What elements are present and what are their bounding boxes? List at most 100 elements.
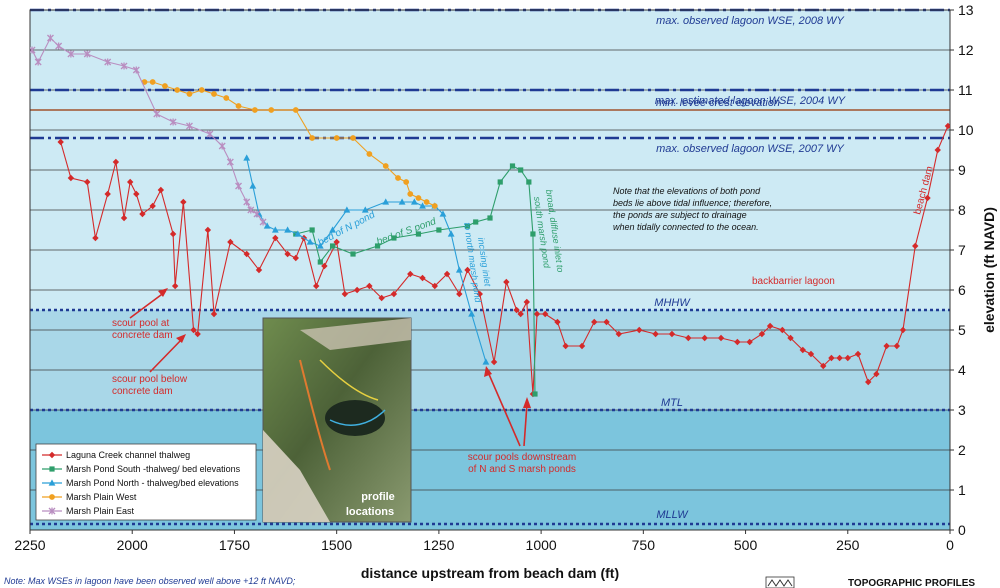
series-3-point-22 [431, 203, 438, 209]
series-0-point-36 [431, 282, 438, 290]
series-0-point-38 [456, 290, 463, 298]
series-0-point-20 [243, 250, 250, 258]
arrowhead-scour-pool-at [158, 288, 168, 297]
series-4-point-4 [67, 50, 75, 58]
series-3-point-10 [268, 107, 275, 113]
series-0-point-7 [126, 178, 134, 186]
series-0-point-51 [578, 342, 586, 350]
series-4-point-5 [83, 50, 91, 58]
series-1-point-13 [509, 163, 516, 169]
series-0-point-32 [378, 294, 385, 302]
series-0-point-80 [924, 194, 931, 202]
series-0-point-62 [746, 338, 753, 346]
ref-line-label-4: MHHW [654, 297, 691, 309]
y-tick-label-2: 2 [958, 442, 966, 458]
series-0-point-15 [190, 326, 197, 334]
legend-label-0: Laguna Creek channel thalweg [66, 450, 190, 460]
series-3-point-14 [350, 135, 356, 141]
series-2-point-12 [382, 198, 390, 205]
series-1-point-11 [487, 215, 493, 221]
y-tick-label-12: 12 [958, 42, 974, 58]
photo-label-line1: profile [361, 491, 395, 503]
series-2-point-1 [249, 182, 257, 189]
y-tick-label-9: 9 [958, 162, 966, 178]
series-2-point-9 [329, 226, 336, 233]
series-0-point-71 [836, 354, 843, 362]
series-0-point-16 [194, 330, 201, 338]
series-3 [141, 79, 438, 209]
arrow-scour-pool-below [149, 337, 184, 373]
series-0-point-58 [685, 334, 692, 342]
series-0-point-72 [844, 354, 851, 362]
series-0-point-48 [542, 310, 549, 318]
series-4-point-13 [218, 142, 226, 150]
ref-line-label-0: max. observed lagoon WSE, 2008 WY [656, 15, 844, 27]
photo-label-line2: locations [346, 506, 394, 518]
y-tick-label-0: 0 [958, 522, 966, 538]
series-1-point-14 [518, 167, 524, 173]
series-2-point-3 [263, 222, 271, 229]
ref-line-label-1: max. estimated lagoon WSE, 2004 WY [655, 95, 846, 107]
series-0-point-73 [854, 350, 862, 358]
series-0-point-65 [779, 326, 786, 334]
series-1-point-10 [473, 219, 479, 225]
series-3-point-2 [162, 83, 168, 89]
x-tick-label-8: 250 [836, 537, 860, 553]
series-3-point-12 [309, 135, 316, 141]
series-4-point-7 [120, 62, 128, 70]
legend-label-2: Marsh Pond North - thalweg/bed elevation… [66, 478, 239, 488]
series-3-point-18 [403, 179, 410, 185]
series-2-point-11 [361, 206, 369, 213]
series-2-point-19 [455, 266, 463, 273]
series-0-point-44 [517, 310, 524, 318]
series-0-point-5 [112, 158, 120, 166]
series-0-point-39 [464, 266, 471, 274]
series-4-point-6 [104, 58, 112, 66]
series-0-point-26 [313, 282, 320, 290]
series-1-point-12 [497, 179, 503, 185]
x-tick-label-5: 1000 [526, 537, 557, 553]
y-tick-label-5: 5 [958, 322, 966, 338]
series-3-point-16 [382, 163, 389, 169]
concrete-dam-2-label: concrete dam [112, 386, 173, 397]
series-3-point-7 [223, 95, 230, 101]
series-2-line [246, 157, 487, 363]
series-1-point-7 [415, 231, 422, 237]
series-0-point-59 [701, 334, 708, 342]
legend-label-3: Marsh Plain West [66, 492, 137, 502]
ref-line-label-3: max. observed lagoon WSE, 2007 WY [656, 143, 844, 155]
series-2-point-20 [468, 310, 475, 317]
note-line-2: beds lie above tidal influence; therefor… [613, 198, 772, 208]
x-tick-label-9: 0 [946, 537, 954, 553]
band-mtl-mhhw [30, 310, 950, 410]
y-tick-label-4: 4 [958, 362, 966, 378]
y-tick-label-11: 11 [958, 82, 973, 98]
note-line-4: when tidally connected to the ocean. [613, 222, 759, 232]
footer-logo [765, 576, 795, 588]
series-0-point-6 [120, 214, 128, 222]
series-1-point-6 [391, 235, 397, 241]
y-tick-label-3: 3 [958, 402, 966, 418]
series-4-point-16 [243, 198, 251, 206]
series-2-point-15 [419, 202, 426, 209]
series-0-point-10 [149, 202, 156, 210]
series-0-point-3 [92, 234, 99, 242]
series-4-point-18 [253, 210, 261, 218]
series-4-point-12 [206, 130, 214, 138]
series-0-point-14 [180, 198, 187, 206]
legend-marker-4 [48, 507, 56, 515]
legend-marker-0 [48, 451, 56, 459]
note-line-3: the ponds are subject to drainage [613, 210, 747, 220]
y-tick-label-8: 8 [958, 202, 966, 218]
series-4-point-2 [46, 34, 54, 42]
series-0-point-37 [443, 270, 451, 278]
band-above-mhhw [30, 10, 950, 310]
y-axis-title: elevation (ft NAVD) [981, 207, 997, 333]
series-0-point-53 [603, 318, 610, 326]
series-4-point-11 [186, 122, 193, 130]
series-0-point-42 [503, 278, 510, 286]
series-0-point-61 [734, 338, 741, 346]
series-0-point-54 [615, 330, 622, 338]
